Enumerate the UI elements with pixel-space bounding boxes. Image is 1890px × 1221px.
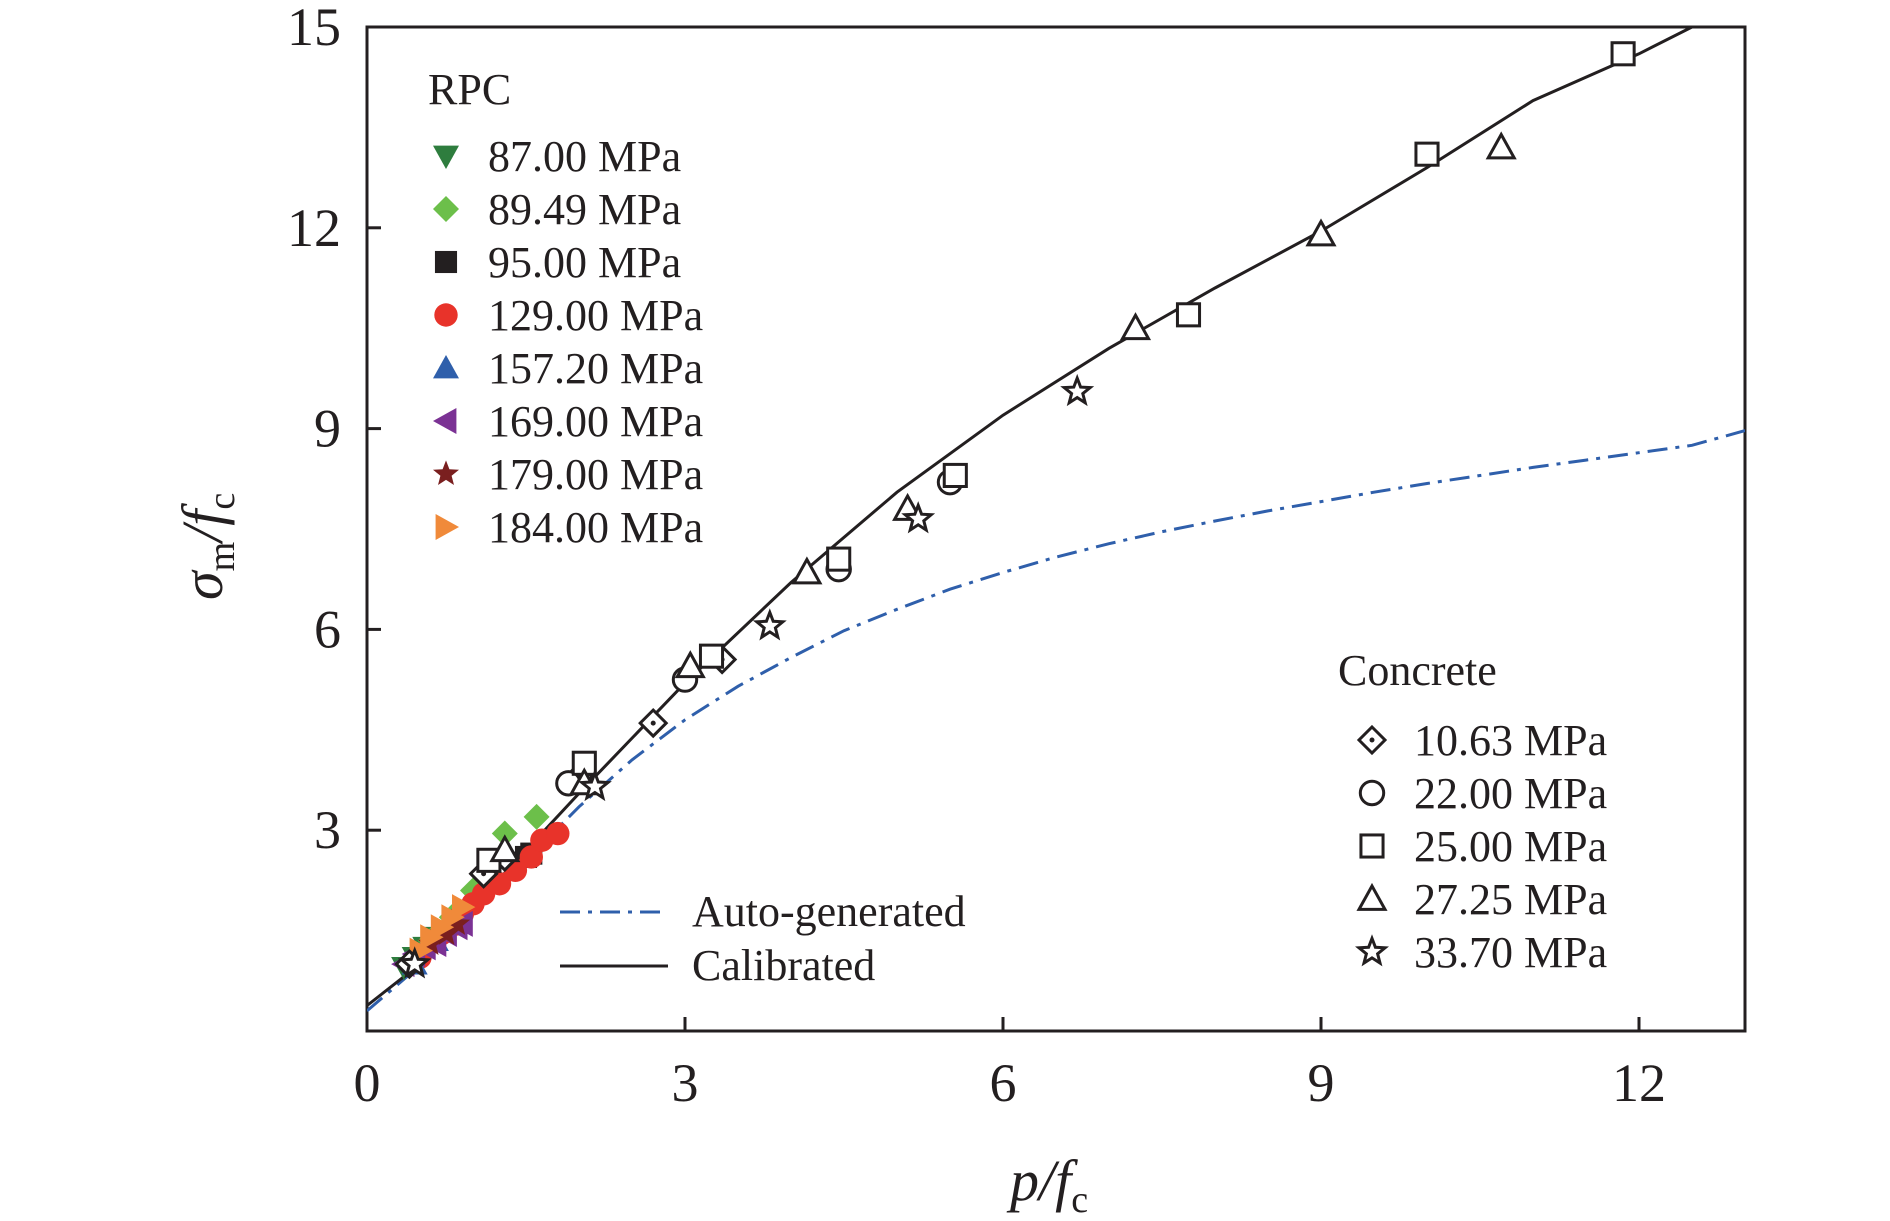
legend-concrete-label: 22.00 MPa — [1414, 769, 1607, 818]
legend-rpc-marker — [434, 303, 458, 327]
legend-concrete-label: 33.70 MPa — [1414, 928, 1607, 977]
legend-concrete-label: 10.63 MPa — [1414, 716, 1607, 765]
y-tick-label: 9 — [314, 399, 341, 459]
x-tick-label: 0 — [354, 1053, 381, 1113]
point-concrete — [577, 768, 612, 802]
y-tick-label: 15 — [287, 0, 341, 57]
legend-rpc-label: 95.00 MPa — [488, 238, 681, 287]
legend-concrete-marker — [1356, 882, 1388, 911]
point-concrete — [1485, 131, 1517, 160]
legend-rpc-marker — [433, 196, 459, 222]
point-rpc — [546, 821, 570, 846]
point-concrete — [901, 501, 936, 534]
legend-concrete-marker-dot — [1369, 737, 1375, 743]
point-concrete — [1414, 141, 1440, 167]
point-concrete — [942, 462, 968, 489]
point-concrete — [397, 946, 432, 979]
y-axis-label-sep: /f — [170, 503, 235, 545]
legend-concrete-label: 27.25 MPa — [1414, 875, 1607, 924]
legend-line-calibrated-label: Calibrated — [692, 941, 875, 990]
point-rpc — [519, 845, 543, 869]
point-rpc — [491, 820, 518, 847]
legend-concrete-label: 25.00 MPa — [1414, 822, 1607, 871]
y-tick-label: 12 — [287, 198, 341, 258]
point-concrete — [698, 643, 725, 669]
point-concrete — [489, 834, 521, 863]
legend-rpc-label: 87.00 MPa — [488, 132, 681, 181]
legend-rpc-marker — [433, 408, 457, 434]
legend-concrete-marker — [1355, 934, 1389, 967]
point-rpc — [444, 910, 471, 935]
legend-rpc-label: 157.20 MPa — [488, 344, 703, 393]
point-concrete — [1060, 373, 1095, 407]
x-tick-label: 3 — [672, 1053, 699, 1113]
legend-rpc-label: 129.00 MPa — [488, 291, 703, 340]
point-rpc — [523, 803, 550, 830]
y-tick-label: 6 — [314, 599, 341, 659]
point-concrete — [826, 546, 852, 572]
axis-tick-labels: 0 3 6 9 12 3 6 9 12 15 — [287, 0, 1666, 1113]
legend-rpc-marker — [434, 250, 458, 274]
y-axis-label-main: σ — [170, 569, 235, 600]
point-concrete — [1119, 312, 1152, 341]
legend-rpc-label: 89.49 MPa — [488, 185, 681, 234]
y-axis-label-sub2: c — [201, 493, 243, 510]
legend-concrete-marker — [1359, 833, 1385, 859]
y-axis-label-sub: m — [201, 542, 243, 572]
x-axis-label: p/fc — [1006, 1148, 1088, 1221]
point-concrete — [1175, 302, 1202, 328]
plot-frame — [365, 25, 1747, 1033]
x-axis-label-sub: c — [1071, 1179, 1088, 1221]
legend-line-auto-label: Auto-generated — [692, 887, 966, 936]
data-points — [391, 41, 1636, 981]
legend-concrete-title: Concrete — [1338, 646, 1497, 695]
point-concrete — [1610, 41, 1636, 67]
point-concrete-dot — [650, 720, 656, 726]
legend-rpc-marker — [435, 514, 459, 540]
y-axis-label: σm/fc — [170, 493, 243, 600]
legend-rpc-title: RPC — [428, 65, 511, 114]
legend-rpc-marker — [433, 145, 459, 169]
legend-rpc-label: 184.00 MPa — [488, 503, 703, 552]
axis-ticks — [367, 226, 1641, 1031]
legend-rpc-label: 169.00 MPa — [488, 397, 703, 446]
x-tick-label: 9 — [1308, 1053, 1335, 1113]
x-axis-label-main: p/f — [1006, 1148, 1078, 1213]
legend-lines: Auto-generated Calibrated — [560, 887, 966, 990]
legend-rpc-marker — [433, 355, 459, 379]
legend-rpc-label: 179.00 MPa — [488, 450, 703, 499]
point-concrete — [1305, 218, 1337, 247]
point-concrete — [791, 556, 823, 585]
point-rpc — [452, 894, 476, 921]
x-tick-label: 6 — [990, 1053, 1017, 1113]
point-rpc — [433, 920, 460, 945]
point-concrete — [674, 650, 706, 679]
y-tick-label: 3 — [314, 800, 341, 860]
legend-concrete-marker — [1358, 779, 1386, 807]
legend-rpc-marker — [433, 460, 459, 485]
point-concrete — [752, 608, 787, 641]
x-tick-label: 12 — [1612, 1053, 1666, 1113]
